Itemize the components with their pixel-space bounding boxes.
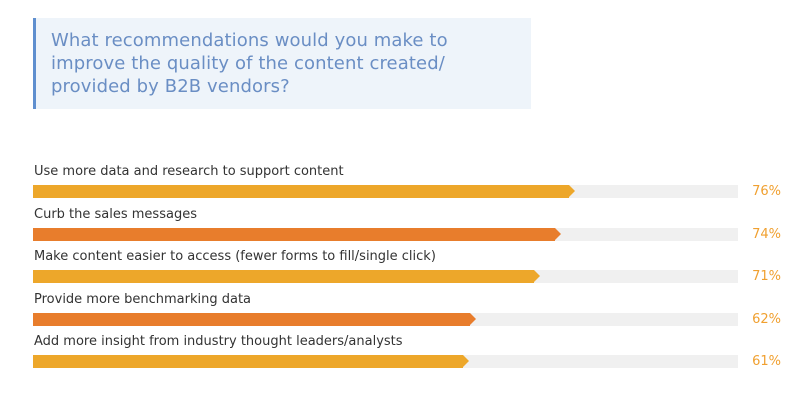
bar-row-5: Add more insight from industry thought l… — [33, 334, 793, 378]
category-label: Provide more benchmarking data — [34, 291, 252, 307]
bar-row-4: Provide more benchmarking data 62% — [33, 292, 793, 336]
value-label: 71% — [752, 269, 781, 284]
chart-title-box: What recommendations would you make to i… — [33, 18, 531, 109]
value-label: 74% — [752, 226, 781, 242]
bar — [33, 227, 561, 241]
bar-row-2: Curb the sales messages 74% — [33, 207, 793, 251]
bar-row-3: Make content easier to access (fewer for… — [33, 249, 793, 293]
bar — [33, 355, 470, 368]
value-label: 76% — [752, 184, 781, 199]
category-label: Add more insight from industry thought l… — [34, 334, 403, 349]
bar — [33, 185, 575, 198]
bar — [33, 312, 477, 326]
value-label: 61% — [752, 354, 781, 369]
value-label: 62% — [752, 311, 781, 327]
category-label: Use more data and research to support co… — [34, 164, 344, 179]
bar-row-1: Use more data and research to support co… — [33, 164, 793, 208]
category-label: Make content easier to access (fewer for… — [34, 249, 436, 264]
bar — [33, 270, 540, 283]
chart-title: What recommendations would you make to i… — [51, 30, 448, 97]
category-label: Curb the sales messages — [34, 206, 197, 222]
